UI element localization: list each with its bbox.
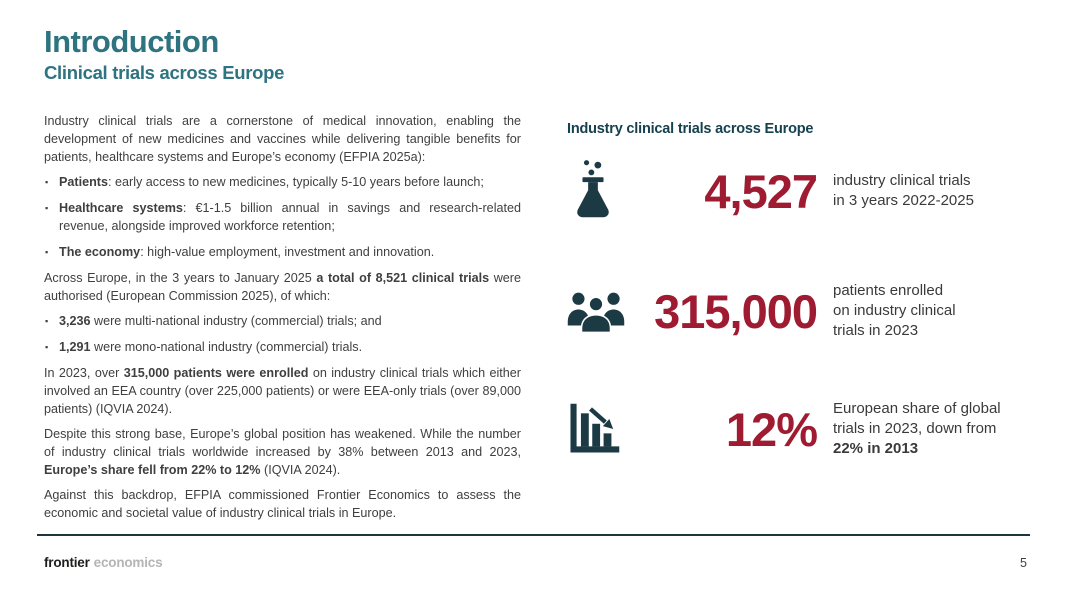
brand-secondary-text: economics: [93, 555, 163, 570]
stat-label-line: trials in 2023, down from: [833, 420, 997, 437]
footer-divider: [37, 534, 1030, 536]
stat-label-line: 22% in 2013: [833, 440, 919, 457]
stat-row: 315,000 patients enrolled on industry clin…: [567, 268, 1023, 354]
stat-label-line: trials in 2023: [833, 322, 919, 339]
stat-label-line: in 3 years 2022-2025: [833, 192, 974, 209]
paragraph: Across Europe, in the 3 years to January…: [44, 271, 521, 303]
stat-label: industry clinical trials in 3 years 2022-…: [833, 171, 1023, 211]
bullet-item: ▪ The economy: high-value employment, inv…: [45, 245, 435, 259]
bullet-square-icon: ▪: [45, 342, 49, 352]
paragraph: Despite this strong base, Europe’s globa…: [44, 427, 521, 477]
stat-value: 315,000: [654, 284, 818, 338]
paragraph: Industry clinical trials are a cornersto…: [44, 114, 521, 164]
bullet-square-icon: ▪: [45, 203, 49, 213]
bullet-square-icon: ▪: [45, 177, 49, 187]
stat-label-line: on industry clinical: [833, 302, 956, 319]
stat-row: 12% European share of global trials in 202…: [567, 386, 1023, 472]
paragraph: Against this backdrop, EFPIA commissione…: [44, 488, 521, 520]
page-subtitle: Clinical trials across Europe: [44, 62, 285, 83]
bullet-square-icon: ▪: [45, 316, 49, 326]
stat-label: European share of global trials in 2023, …: [833, 399, 1023, 459]
stat-label-line: patients enrolled: [833, 282, 944, 299]
stat-label-line: European share of global: [833, 400, 1001, 417]
bullet-list: ▪ 3,236 were multi-national industry (com…: [44, 312, 521, 356]
people-icon: [567, 288, 625, 334]
page-title: Introduction: [44, 24, 219, 59]
bullet-square-icon: ▪: [45, 247, 49, 257]
bullet-item: ▪ 1,291 were mono-national industry (comm…: [45, 340, 363, 354]
page-number: 5: [1020, 556, 1027, 570]
stat-value: 12%: [725, 402, 818, 456]
declining-bar-chart-icon: [567, 402, 625, 456]
stat-label: patients enrolled on industry clinical tri…: [833, 281, 1023, 341]
bullet-item: ▪ 3,236 were multi-national industry (com…: [45, 314, 382, 328]
stat-value: 4,527: [704, 164, 818, 218]
paragraph: In 2023, over 315,000 patients were enro…: [44, 366, 522, 416]
stats-panel-heading: Industry clinical trials across Europe: [567, 121, 814, 137]
stat-label-line: industry clinical trials: [833, 172, 971, 189]
brand-primary-text: frontier: [44, 555, 90, 570]
flask-icon: [567, 157, 625, 225]
footer-brand-logo: frontier economics: [44, 555, 163, 570]
bullet-item: ▪ Patients: early access to new medicines…: [45, 175, 484, 189]
bullet-item: ▪ Healthcare systems: €1-1.5 billion annu…: [45, 201, 521, 233]
bullet-list: ▪ Patients: early access to new medicines…: [44, 173, 521, 261]
body-text: Industry clinical trials are a cornersto…: [44, 112, 521, 529]
stats-list: 4,527 industry clinical trials in 3 years …: [567, 148, 1023, 506]
stat-row: 4,527 industry clinical trials in 3 years …: [567, 148, 1023, 234]
